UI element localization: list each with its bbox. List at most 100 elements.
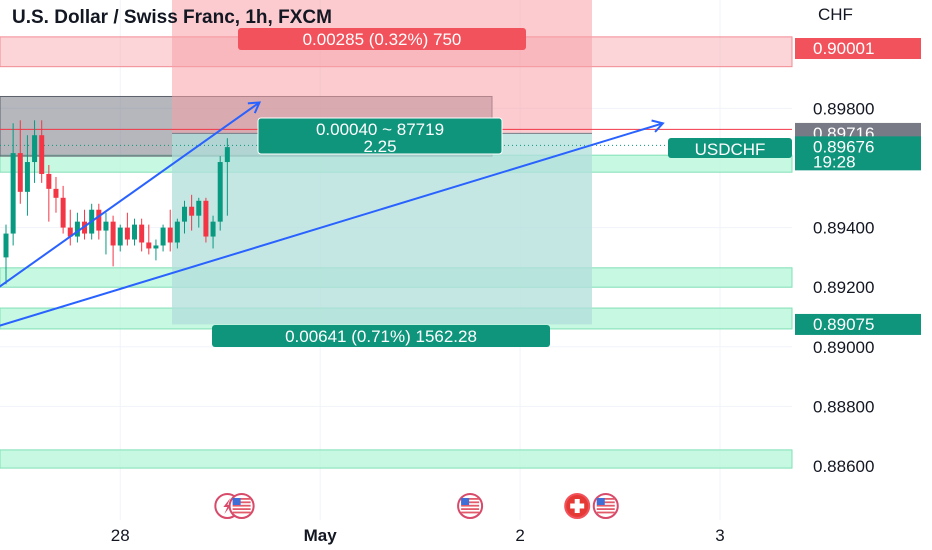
candle bbox=[117, 224, 123, 252]
candle bbox=[189, 194, 195, 231]
candle bbox=[139, 218, 145, 252]
candle bbox=[24, 135, 30, 216]
symbol-tag-text: USDCHF bbox=[695, 140, 766, 159]
us-flag-stripe bbox=[232, 504, 251, 507]
us-flag-stripe bbox=[232, 508, 251, 510]
candle bbox=[124, 212, 130, 246]
trendline-1[interactable] bbox=[0, 101, 262, 288]
candle-body bbox=[174, 221, 180, 243]
candle bbox=[10, 123, 16, 246]
currency-label: CHF bbox=[818, 5, 853, 24]
candle-body bbox=[224, 147, 230, 163]
target-region bbox=[172, 0, 592, 134]
target-stats-label-bg bbox=[238, 28, 526, 50]
candle bbox=[167, 209, 173, 252]
us-flag-stripe bbox=[461, 504, 480, 507]
candle-body bbox=[96, 209, 102, 231]
stop-region bbox=[172, 133, 592, 325]
candle bbox=[132, 218, 138, 246]
candle bbox=[110, 215, 116, 267]
stop-stats-label-bg bbox=[212, 325, 550, 347]
candle-body bbox=[110, 221, 116, 246]
symbol-tag-bg bbox=[668, 138, 792, 158]
swiss-flag-cross-h bbox=[570, 503, 585, 509]
us-flag-stripe bbox=[461, 498, 480, 500]
price-tag-bg bbox=[795, 313, 921, 335]
entry-stats-border bbox=[257, 117, 503, 155]
y-tick-label: 0.89400 bbox=[813, 219, 874, 238]
candle bbox=[224, 138, 230, 216]
y-tick-label: 0.89800 bbox=[813, 99, 874, 118]
candle-body bbox=[117, 227, 123, 246]
us-flag-stripe bbox=[232, 498, 251, 500]
us-flag-stripe bbox=[232, 511, 251, 514]
candle bbox=[39, 120, 45, 183]
price-axis[interactable]: 0.88600 0.88800 0.89000 0.89200 0.89400 0.898… bbox=[795, 38, 921, 476]
candle bbox=[210, 215, 216, 249]
candle-body bbox=[17, 153, 23, 192]
candle-body bbox=[203, 200, 209, 237]
candle bbox=[182, 200, 187, 234]
us-flag-stripe bbox=[596, 508, 615, 510]
us-flag-canton bbox=[596, 498, 605, 505]
candle bbox=[196, 197, 202, 228]
price-tag-text: 0.89676 bbox=[813, 137, 874, 156]
us-flag-icon[interactable] bbox=[228, 493, 255, 519]
candle bbox=[103, 212, 109, 255]
candle bbox=[96, 203, 102, 240]
candle bbox=[174, 218, 180, 249]
candle bbox=[67, 209, 73, 246]
candle bbox=[146, 224, 152, 255]
y-tick-label: 0.89200 bbox=[813, 278, 874, 297]
stop-stats-label: 0.00641 (0.71%) 1562.28 bbox=[212, 325, 550, 347]
y-tick-label: 0.88600 bbox=[813, 457, 874, 476]
position-tool[interactable] bbox=[0, 0, 792, 325]
swiss-flag-icon[interactable] bbox=[564, 493, 591, 519]
candle-body bbox=[24, 162, 30, 192]
x-tick-label: 3 bbox=[715, 526, 724, 545]
candle bbox=[60, 185, 66, 234]
trendlines-layer[interactable] bbox=[0, 101, 665, 327]
price-tag-bg bbox=[795, 38, 921, 60]
us-flag-icon[interactable] bbox=[592, 493, 619, 519]
candle-body bbox=[139, 224, 145, 243]
candle-body bbox=[210, 221, 216, 237]
candle-body bbox=[153, 245, 159, 249]
support-zone bbox=[0, 449, 793, 469]
us-flag-stripe bbox=[461, 511, 480, 514]
candle-body bbox=[60, 197, 66, 228]
candle-body bbox=[32, 135, 38, 163]
entry-stats-label-text: 2.25 bbox=[363, 137, 396, 156]
us-flag-stripe bbox=[596, 498, 615, 500]
target-stats-label: 0.00285 (0.32%) 750 bbox=[238, 28, 526, 50]
candle bbox=[32, 120, 38, 183]
candle-body bbox=[217, 162, 223, 222]
price-tag-text: 0.89075 bbox=[813, 315, 874, 334]
trendline-2[interactable] bbox=[0, 119, 665, 327]
candle-body bbox=[103, 221, 109, 231]
us-flag-icon[interactable] bbox=[457, 493, 484, 519]
price-tag-text: 0.90001 bbox=[813, 39, 874, 58]
candle-body bbox=[39, 135, 45, 174]
price-tag-target[interactable]: 0.90001 bbox=[795, 38, 921, 60]
candle bbox=[160, 224, 166, 252]
events-layer[interactable] bbox=[214, 493, 619, 519]
candle bbox=[53, 176, 59, 213]
candle-body bbox=[10, 153, 16, 234]
candle-body bbox=[67, 227, 73, 237]
flash-icon-bolt bbox=[223, 498, 232, 514]
candle bbox=[74, 212, 80, 243]
y-tick-label: 0.88800 bbox=[813, 397, 874, 416]
time-axis[interactable]: 28 May 2 3 bbox=[111, 526, 725, 545]
us-flag-stripe bbox=[461, 508, 480, 510]
candle-body bbox=[189, 206, 195, 216]
price-tag-stop[interactable]: 0.89075 bbox=[795, 313, 921, 335]
price-tag-bg bbox=[795, 136, 921, 171]
us-flag-stripe bbox=[461, 501, 480, 504]
symbol-tag: USDCHF bbox=[668, 138, 792, 159]
